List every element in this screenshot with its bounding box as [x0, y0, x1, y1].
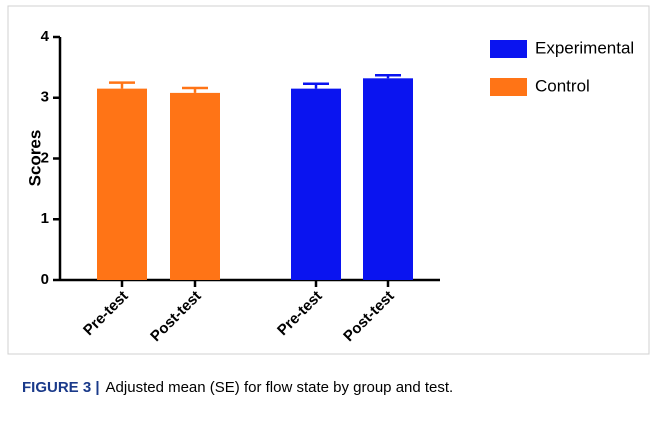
bar — [291, 88, 341, 280]
x-tick-label: Post-test — [147, 288, 204, 345]
frame — [7, 5, 650, 355]
y-tick-label: 0 — [41, 271, 49, 288]
caption-text: Adjusted mean (SE) for flow state by gro… — [106, 379, 454, 396]
caption: FIGURE 3 | Adjusted mean (SE) for flow st… — [22, 379, 453, 396]
bar — [170, 92, 220, 280]
x-tick-label: Pre-test — [80, 288, 132, 340]
legend-swatch — [490, 78, 527, 96]
legend-swatch — [490, 40, 527, 58]
y-tick-label: 4 — [41, 28, 50, 45]
x-tick-label: Post-test — [340, 288, 397, 345]
y-tick-label: 1 — [41, 210, 49, 227]
bar — [97, 88, 147, 280]
bar — [363, 78, 413, 280]
legend-label: Experimental — [535, 38, 634, 57]
y-tick-label: 3 — [41, 89, 49, 106]
y-axis-label: Scores — [25, 130, 44, 187]
legend-label: Control — [535, 76, 590, 95]
x-tick-label: Pre-test — [274, 288, 326, 340]
caption-label: FIGURE 3 | — [22, 379, 100, 396]
y-tick-label: 2 — [41, 149, 49, 166]
